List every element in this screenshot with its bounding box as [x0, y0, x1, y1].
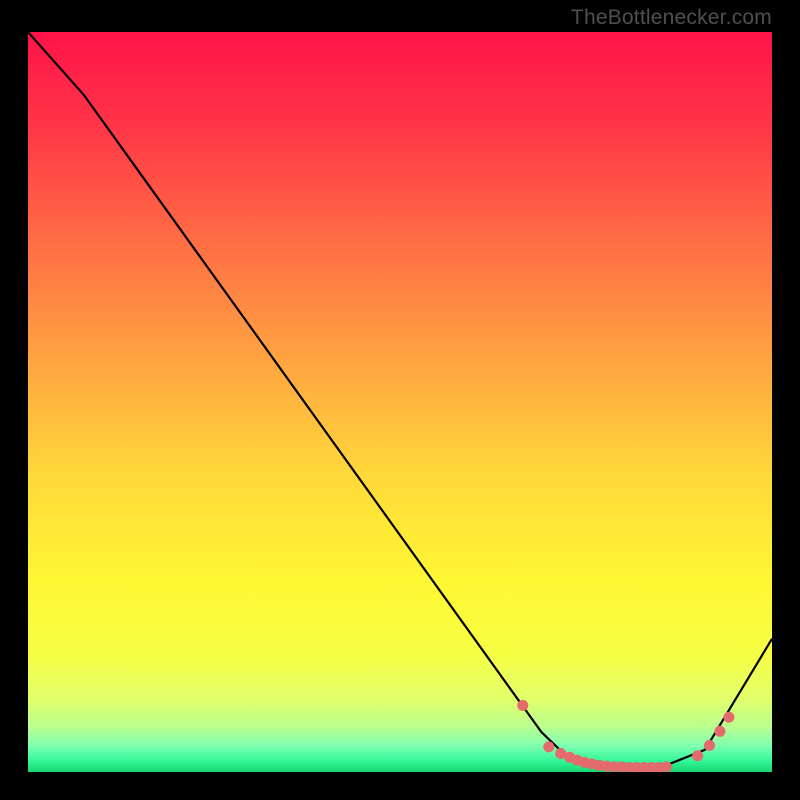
- plot-area: [28, 32, 772, 772]
- marker-point: [692, 750, 703, 761]
- marker-point: [517, 700, 528, 711]
- marker-group: [517, 700, 734, 772]
- watermark-text: TheBottlenecker.com: [571, 6, 772, 30]
- marker-point: [704, 740, 715, 751]
- bottleneck-curve: [28, 32, 772, 768]
- line-overlay: [28, 32, 772, 772]
- marker-point: [661, 761, 672, 772]
- marker-point: [714, 726, 725, 737]
- marker-point: [543, 741, 554, 752]
- marker-point: [723, 712, 734, 723]
- chart-container: TheBottlenecker.com: [0, 0, 800, 800]
